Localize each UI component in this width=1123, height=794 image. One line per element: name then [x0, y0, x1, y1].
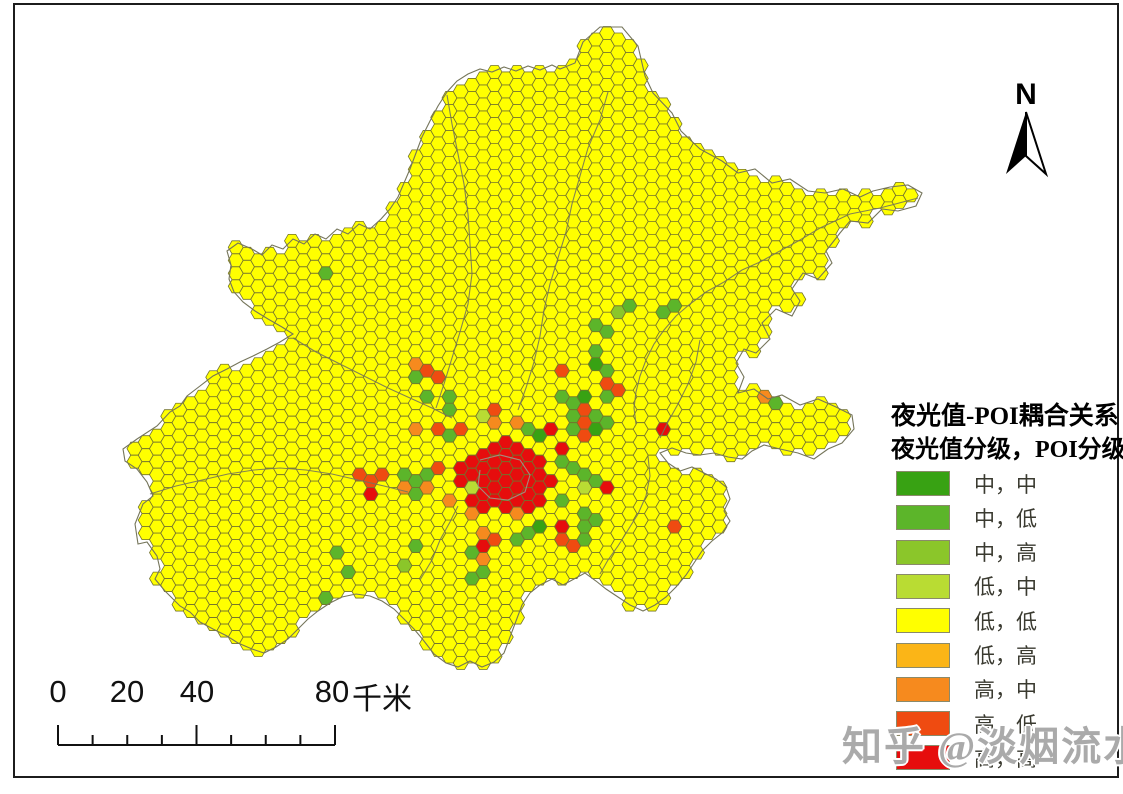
municipal-boundary — [122, 26, 923, 668]
hex-cell — [632, 58, 649, 73]
hex-cell — [857, 214, 874, 229]
legend-swatch-mm — [896, 471, 950, 496]
hex-cell — [722, 357, 739, 372]
north-arrow: N — [986, 80, 1066, 190]
scale-label-0: 0 — [49, 674, 67, 709]
legend-item-ml: 中，低 — [896, 505, 1037, 531]
scale-bar-line — [57, 725, 336, 746]
legend-item-lm: 低，中 — [896, 573, 1037, 600]
legend-label-lm: 低，中 — [974, 575, 1037, 600]
legend-item-mm: 中，中 — [896, 471, 1037, 497]
hex-cell — [711, 519, 728, 534]
hex-cell — [284, 623, 300, 638]
hex-cell — [689, 545, 705, 560]
legend-label-ml: 中，低 — [974, 506, 1037, 531]
legend-label-mh: 中，高 — [974, 541, 1037, 566]
legend-item-mh: 中，高 — [896, 539, 1037, 566]
district-boundary-line — [517, 91, 609, 411]
legend-item-ll: 低，低 — [896, 608, 1037, 634]
scale-label-20: 20 — [109, 674, 145, 709]
hex-cell — [835, 409, 852, 424]
legend-item-hl: 高，低 — [896, 711, 1037, 737]
legend-label-lh: 低，高 — [974, 644, 1037, 668]
watermark: 知乎 @淡烟流水 — [842, 724, 1123, 769]
district-boundary-line — [477, 454, 531, 501]
scale-bar: 0 20 40 80 千米 — [0, 660, 460, 760]
district-boundary-line — [599, 455, 651, 575]
district-boundary-line — [419, 505, 459, 581]
legend-swatch-mh — [896, 539, 950, 565]
hex-cell — [812, 266, 829, 281]
legend-item-hm: 高，中 — [896, 676, 1037, 703]
district-boundary-line — [659, 339, 701, 439]
hex-cell — [722, 370, 739, 385]
scale-label-80: 80 — [314, 674, 350, 709]
district-boundaries — [149, 91, 919, 581]
hex-cell — [756, 311, 773, 326]
scale-unit: 千米 — [352, 683, 412, 716]
district-boundary-line — [633, 197, 919, 425]
legend-item-lh: 低，高 — [896, 642, 1037, 668]
district-boundary-line — [292, 337, 453, 419]
legend-label-hl: 高，低 — [974, 712, 1037, 737]
legend-swatch-ll — [896, 608, 950, 634]
legend-swatch-lh — [896, 642, 950, 668]
hex-cell — [497, 630, 514, 644]
legend: 夜光值-POI耦合关系 夜光值分级，POI分级 中，中中，低中，高低，中低，低低… — [891, 400, 1123, 771]
legend-swatch-lm — [896, 573, 950, 599]
legend-item-hh: 高，高 — [896, 745, 1037, 771]
district-boundary-line — [149, 467, 409, 495]
hex-cell — [711, 493, 728, 508]
hex-cell — [812, 253, 829, 268]
hex-grid — [126, 26, 919, 670]
legend-label-hh: 高，高 — [974, 746, 1037, 771]
legend-subtitle: 夜光值分级，POI分级 — [891, 436, 1123, 463]
scale-label-40: 40 — [179, 674, 215, 709]
north-label: N — [1015, 78, 1037, 111]
legend-swatch-hh — [896, 745, 950, 771]
district-boundary-line — [435, 94, 473, 409]
legend-label-ll: 低，低 — [974, 609, 1037, 634]
hex-cell — [745, 344, 762, 359]
legend-label-hm: 高，中 — [974, 678, 1037, 703]
hex-cell — [486, 649, 503, 664]
legend-label-mm: 中，中 — [974, 472, 1037, 497]
hex-cell — [835, 422, 852, 437]
scale-bar-ticks — [57, 725, 336, 746]
hex-cell — [711, 480, 728, 495]
legend-swatch-hm — [896, 676, 950, 702]
legend-swatch-ml — [896, 505, 950, 531]
legend-title: 夜光值-POI耦合关系 — [891, 403, 1119, 430]
north-arrow-icon — [1006, 111, 1049, 178]
legend-swatch-hl — [896, 711, 950, 737]
